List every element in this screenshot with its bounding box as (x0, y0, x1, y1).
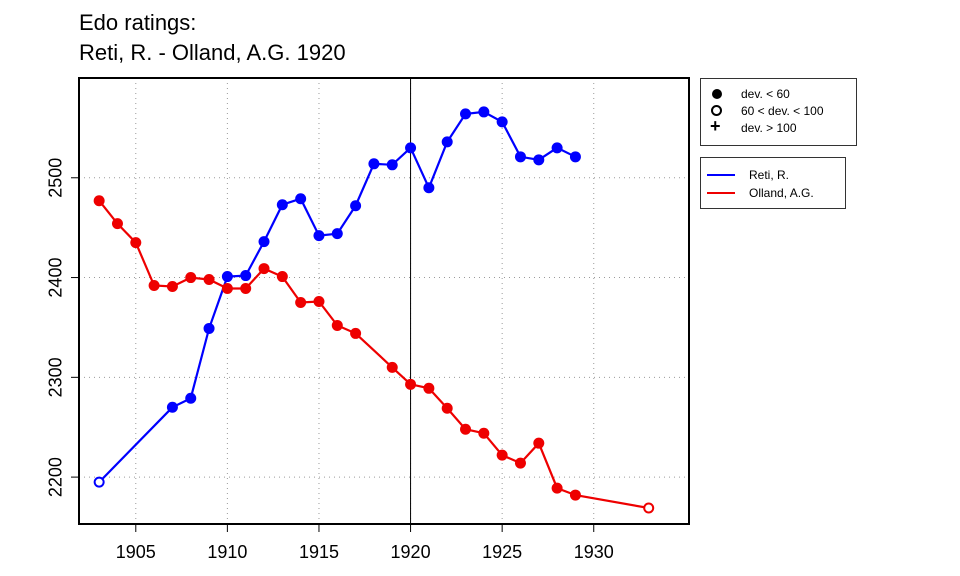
data-point (514, 151, 526, 163)
data-point (166, 281, 178, 293)
legend-label: Reti, R. (749, 168, 790, 182)
series-line-0 (98, 110, 576, 483)
data-point (93, 476, 105, 488)
x-tick-label: 1920 (391, 542, 431, 562)
data-point (295, 193, 307, 205)
legend-label: 60 < dev. < 100 (741, 103, 824, 118)
data-point (111, 218, 123, 230)
y-tick-label: 2300 (46, 357, 66, 397)
data-point (276, 271, 288, 283)
data-point (368, 158, 380, 170)
open-circle-icon (707, 104, 727, 118)
legend-item-solid: dev. < 60 (707, 85, 856, 102)
data-point (514, 457, 526, 469)
data-point (221, 271, 233, 283)
data-point (460, 108, 472, 120)
chart-subtitle: Reti, R. - Olland, A.G. 1920 (79, 40, 346, 65)
data-point (496, 116, 508, 128)
data-point (496, 449, 508, 461)
series-0-line-icon (707, 174, 735, 176)
data-point (441, 402, 453, 414)
legend-item-series-0: Reti, R. (707, 166, 845, 184)
data-point (350, 327, 362, 339)
plus-icon: + (710, 115, 721, 136)
legend-label: dev. < 60 (741, 86, 790, 101)
data-point (478, 106, 490, 118)
legend-label: Olland, A.G. (749, 186, 814, 200)
data-point (405, 378, 417, 390)
data-point (423, 382, 435, 394)
x-tick-label: 1905 (116, 542, 156, 562)
data-point (533, 437, 545, 449)
series-1-line-icon (707, 192, 735, 194)
y-tick-label: 2500 (46, 158, 66, 198)
data-point (331, 319, 343, 331)
data-point (386, 361, 398, 373)
data-point (533, 154, 545, 166)
data-point (350, 200, 362, 212)
legend-item-series-1: Olland, A.G. (707, 184, 845, 202)
data-point (643, 502, 655, 514)
marker-legend: dev. < 60 60 < dev. < 100 + dev. > 100 (700, 78, 857, 146)
y-axis: 2200 2300 2400 2500 (46, 158, 80, 497)
legend-item-plus: + dev. > 100 (707, 115, 856, 136)
data-point (203, 274, 215, 286)
data-point (240, 270, 252, 282)
data-point (295, 296, 307, 308)
data-point (551, 142, 563, 154)
data-point (405, 142, 417, 154)
x-tick-label: 1910 (207, 542, 247, 562)
legend-label: dev. > 100 (741, 120, 797, 135)
data-point (258, 263, 270, 275)
y-tick-label: 2400 (46, 258, 66, 298)
series-legend: Reti, R. Olland, A.G. (700, 157, 846, 209)
x-tick-label: 1915 (299, 542, 339, 562)
data-point (166, 401, 178, 413)
data-point (551, 482, 563, 494)
series-lines (98, 110, 649, 510)
data-point (478, 427, 490, 439)
data-point (130, 237, 142, 249)
data-point (423, 182, 435, 194)
data-point (185, 392, 197, 404)
data-point (276, 199, 288, 211)
chart-title: Edo ratings: (79, 10, 197, 35)
y-tick-label: 2200 (46, 457, 66, 497)
data-point (331, 228, 343, 240)
legend-item-open: 60 < dev. < 100 (707, 102, 856, 119)
data-point (240, 283, 252, 295)
data-point (148, 280, 160, 292)
solid-circle-icon (707, 87, 727, 101)
plot-frame (78, 77, 690, 525)
grid-lines (79, 78, 689, 524)
x-tick-label: 1925 (482, 542, 522, 562)
data-point (441, 136, 453, 148)
x-tick-label: 1930 (574, 542, 614, 562)
x-axis: 1905 1910 1915 1920 1925 1930 (116, 523, 614, 562)
data-point (93, 195, 105, 207)
data-point (221, 283, 233, 295)
data-point (258, 236, 270, 248)
data-point (185, 272, 197, 284)
data-point (313, 295, 325, 307)
data-point (203, 322, 215, 334)
data-point (386, 159, 398, 171)
data-point (569, 489, 581, 501)
data-point (569, 151, 581, 163)
data-point (460, 423, 472, 435)
series-line-1 (98, 200, 649, 510)
series-points (93, 106, 655, 514)
data-point (313, 230, 325, 242)
